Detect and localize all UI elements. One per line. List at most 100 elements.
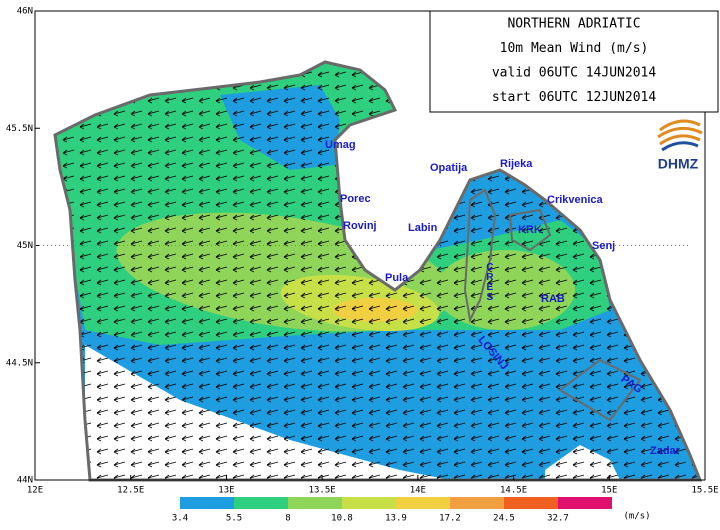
wind-arrow xyxy=(266,383,279,390)
wind-arrow xyxy=(504,305,517,312)
wind-arrow xyxy=(317,175,330,182)
wind-arrow xyxy=(504,357,517,364)
wind-arrow xyxy=(572,266,585,273)
wind-arrow xyxy=(181,370,194,377)
wind-arrow xyxy=(487,396,500,403)
wind-arrow xyxy=(538,461,551,468)
wind-arrow xyxy=(470,253,483,260)
wind-arrow xyxy=(164,318,177,325)
wind-arrow xyxy=(351,448,364,455)
wind-arrow xyxy=(521,435,534,442)
wind-arrow xyxy=(470,435,483,442)
wind-arrow xyxy=(470,188,483,195)
wind-arrow xyxy=(215,110,228,117)
wind-arrow xyxy=(96,396,109,403)
colorbar-label: 3.4 xyxy=(172,514,188,524)
wind-arrow xyxy=(538,253,551,260)
wind-arrow xyxy=(436,435,449,442)
colorbar-label: 32.7 xyxy=(547,514,569,524)
wind-arrow xyxy=(198,461,211,468)
wind-arrow xyxy=(300,396,313,403)
wind-arrow xyxy=(147,175,160,182)
wind-arrow xyxy=(300,318,313,325)
wind-arrow xyxy=(300,201,313,208)
colorbar-label: 5.5 xyxy=(226,514,242,524)
wind-arrow xyxy=(96,123,109,130)
wind-arrow xyxy=(147,162,160,169)
wind-arrow xyxy=(623,422,636,429)
wind-arrow xyxy=(79,292,92,299)
wind-arrow xyxy=(198,188,211,195)
wind-arrow xyxy=(572,331,585,338)
wind-arrow xyxy=(113,370,126,377)
wind-arrow xyxy=(572,461,585,468)
wind-arrow xyxy=(317,214,330,221)
wind-arrow xyxy=(300,188,313,195)
wind-arrow xyxy=(130,162,143,169)
wind-arrow xyxy=(657,448,670,455)
wind-arrow xyxy=(249,201,262,208)
wind-arrow xyxy=(521,448,534,455)
wind-arrow xyxy=(147,149,160,156)
wind-arrow xyxy=(317,253,330,260)
wind-arrow xyxy=(266,305,279,312)
wind-arrow xyxy=(453,292,466,299)
wind-arrow xyxy=(589,344,602,351)
wind-arrow xyxy=(504,461,517,468)
wind-arrow xyxy=(470,344,483,351)
wind-arrow xyxy=(606,383,619,390)
wind-arrow xyxy=(266,214,279,221)
wind-arrow xyxy=(487,175,500,182)
wind-arrow xyxy=(453,305,466,312)
wind-arrow xyxy=(164,214,177,221)
wind-arrow xyxy=(300,331,313,338)
wind-arrow xyxy=(555,331,568,338)
wind-arrow xyxy=(334,253,347,260)
wind-arrow xyxy=(453,461,466,468)
wind-arrow xyxy=(470,240,483,247)
wind-arrow xyxy=(181,318,194,325)
wind-arrow xyxy=(521,292,534,299)
wind-arrow xyxy=(470,227,483,234)
wind-arrow xyxy=(351,292,364,299)
wind-arrow xyxy=(385,448,398,455)
wind-arrow xyxy=(249,409,262,416)
wind-arrow xyxy=(521,409,534,416)
wind-arrow xyxy=(164,162,177,169)
wind-arrow xyxy=(283,175,296,182)
wind-arrow xyxy=(164,227,177,234)
title-box xyxy=(429,10,719,113)
wind-arrow xyxy=(436,370,449,377)
wind-arrow xyxy=(130,305,143,312)
wind-arrow xyxy=(300,383,313,390)
wind-arrow xyxy=(147,201,160,208)
wind-arrow xyxy=(402,344,415,351)
wind-arrow xyxy=(436,253,449,260)
x-tick-label: 15E xyxy=(601,486,617,496)
wind-arrow xyxy=(215,422,228,429)
wind-arrow xyxy=(130,123,143,130)
wind-arrow xyxy=(147,435,160,442)
wind-arrow xyxy=(419,448,432,455)
zone-blue-north xyxy=(220,85,340,170)
wind-arrow xyxy=(113,292,126,299)
wind-arrow xyxy=(62,162,75,169)
wind-arrow xyxy=(504,344,517,351)
wind-arrow xyxy=(521,305,534,312)
wind-arrow xyxy=(504,201,517,208)
wind-arrow xyxy=(317,383,330,390)
wind-arrow xyxy=(334,305,347,312)
wind-arrow xyxy=(436,318,449,325)
wind-arrow xyxy=(147,110,160,117)
wind-arrow xyxy=(334,409,347,416)
wind-arrow xyxy=(538,318,551,325)
wind-arrow xyxy=(283,305,296,312)
wind-arrow xyxy=(300,123,313,130)
wind-arrow xyxy=(589,266,602,273)
wind-arrow xyxy=(215,162,228,169)
wind-arrow xyxy=(436,383,449,390)
wind-arrow xyxy=(283,253,296,260)
wind-arrow xyxy=(164,292,177,299)
